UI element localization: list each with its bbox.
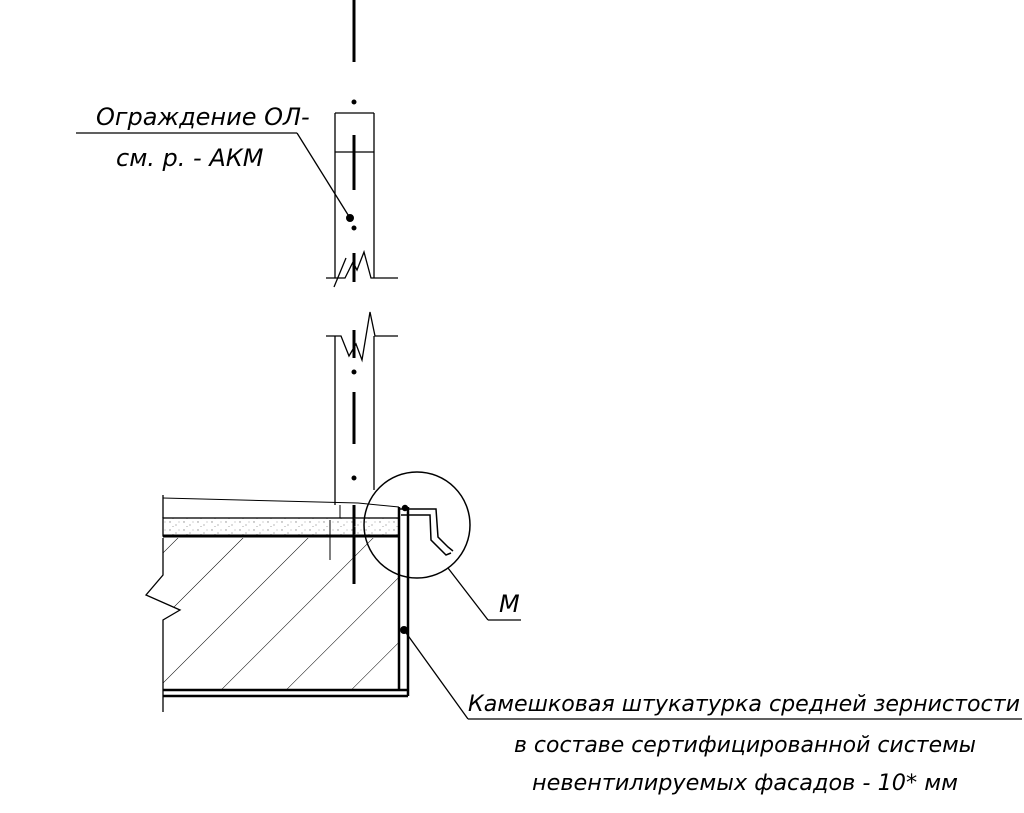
- plaster-label-line3: невентилируемых фасадов - 10* мм: [532, 771, 958, 796]
- detail-marker-label: М: [499, 590, 520, 618]
- centre-axis-line: [351, 0, 357, 584]
- floor-slab-section: [144, 495, 410, 712]
- waterproofing-slope-line: [162, 497, 400, 508]
- detail-callout-circle: [363, 471, 471, 579]
- fence-post: [326, 112, 398, 505]
- break-line-upper: [326, 249, 398, 279]
- fence-label-line2: см. р. - АКМ: [116, 144, 264, 172]
- drip-flashing: [399, 504, 454, 556]
- break-line-lower: [326, 311, 398, 363]
- fence-leader: [76, 132, 354, 222]
- concrete-slab-fill: [146, 538, 399, 690]
- slab-left-break-line: [144, 538, 182, 712]
- plaster-label-line1: Камешковая штукатурка средней зернистост…: [468, 692, 1020, 717]
- plaster-label-line2: в составе сертифицированной системы: [514, 733, 976, 758]
- detail-callout-leader: [447, 567, 521, 621]
- fence-label-line1: Ограждение ОЛ-: [96, 103, 310, 131]
- plaster-leader: [400, 626, 1022, 720]
